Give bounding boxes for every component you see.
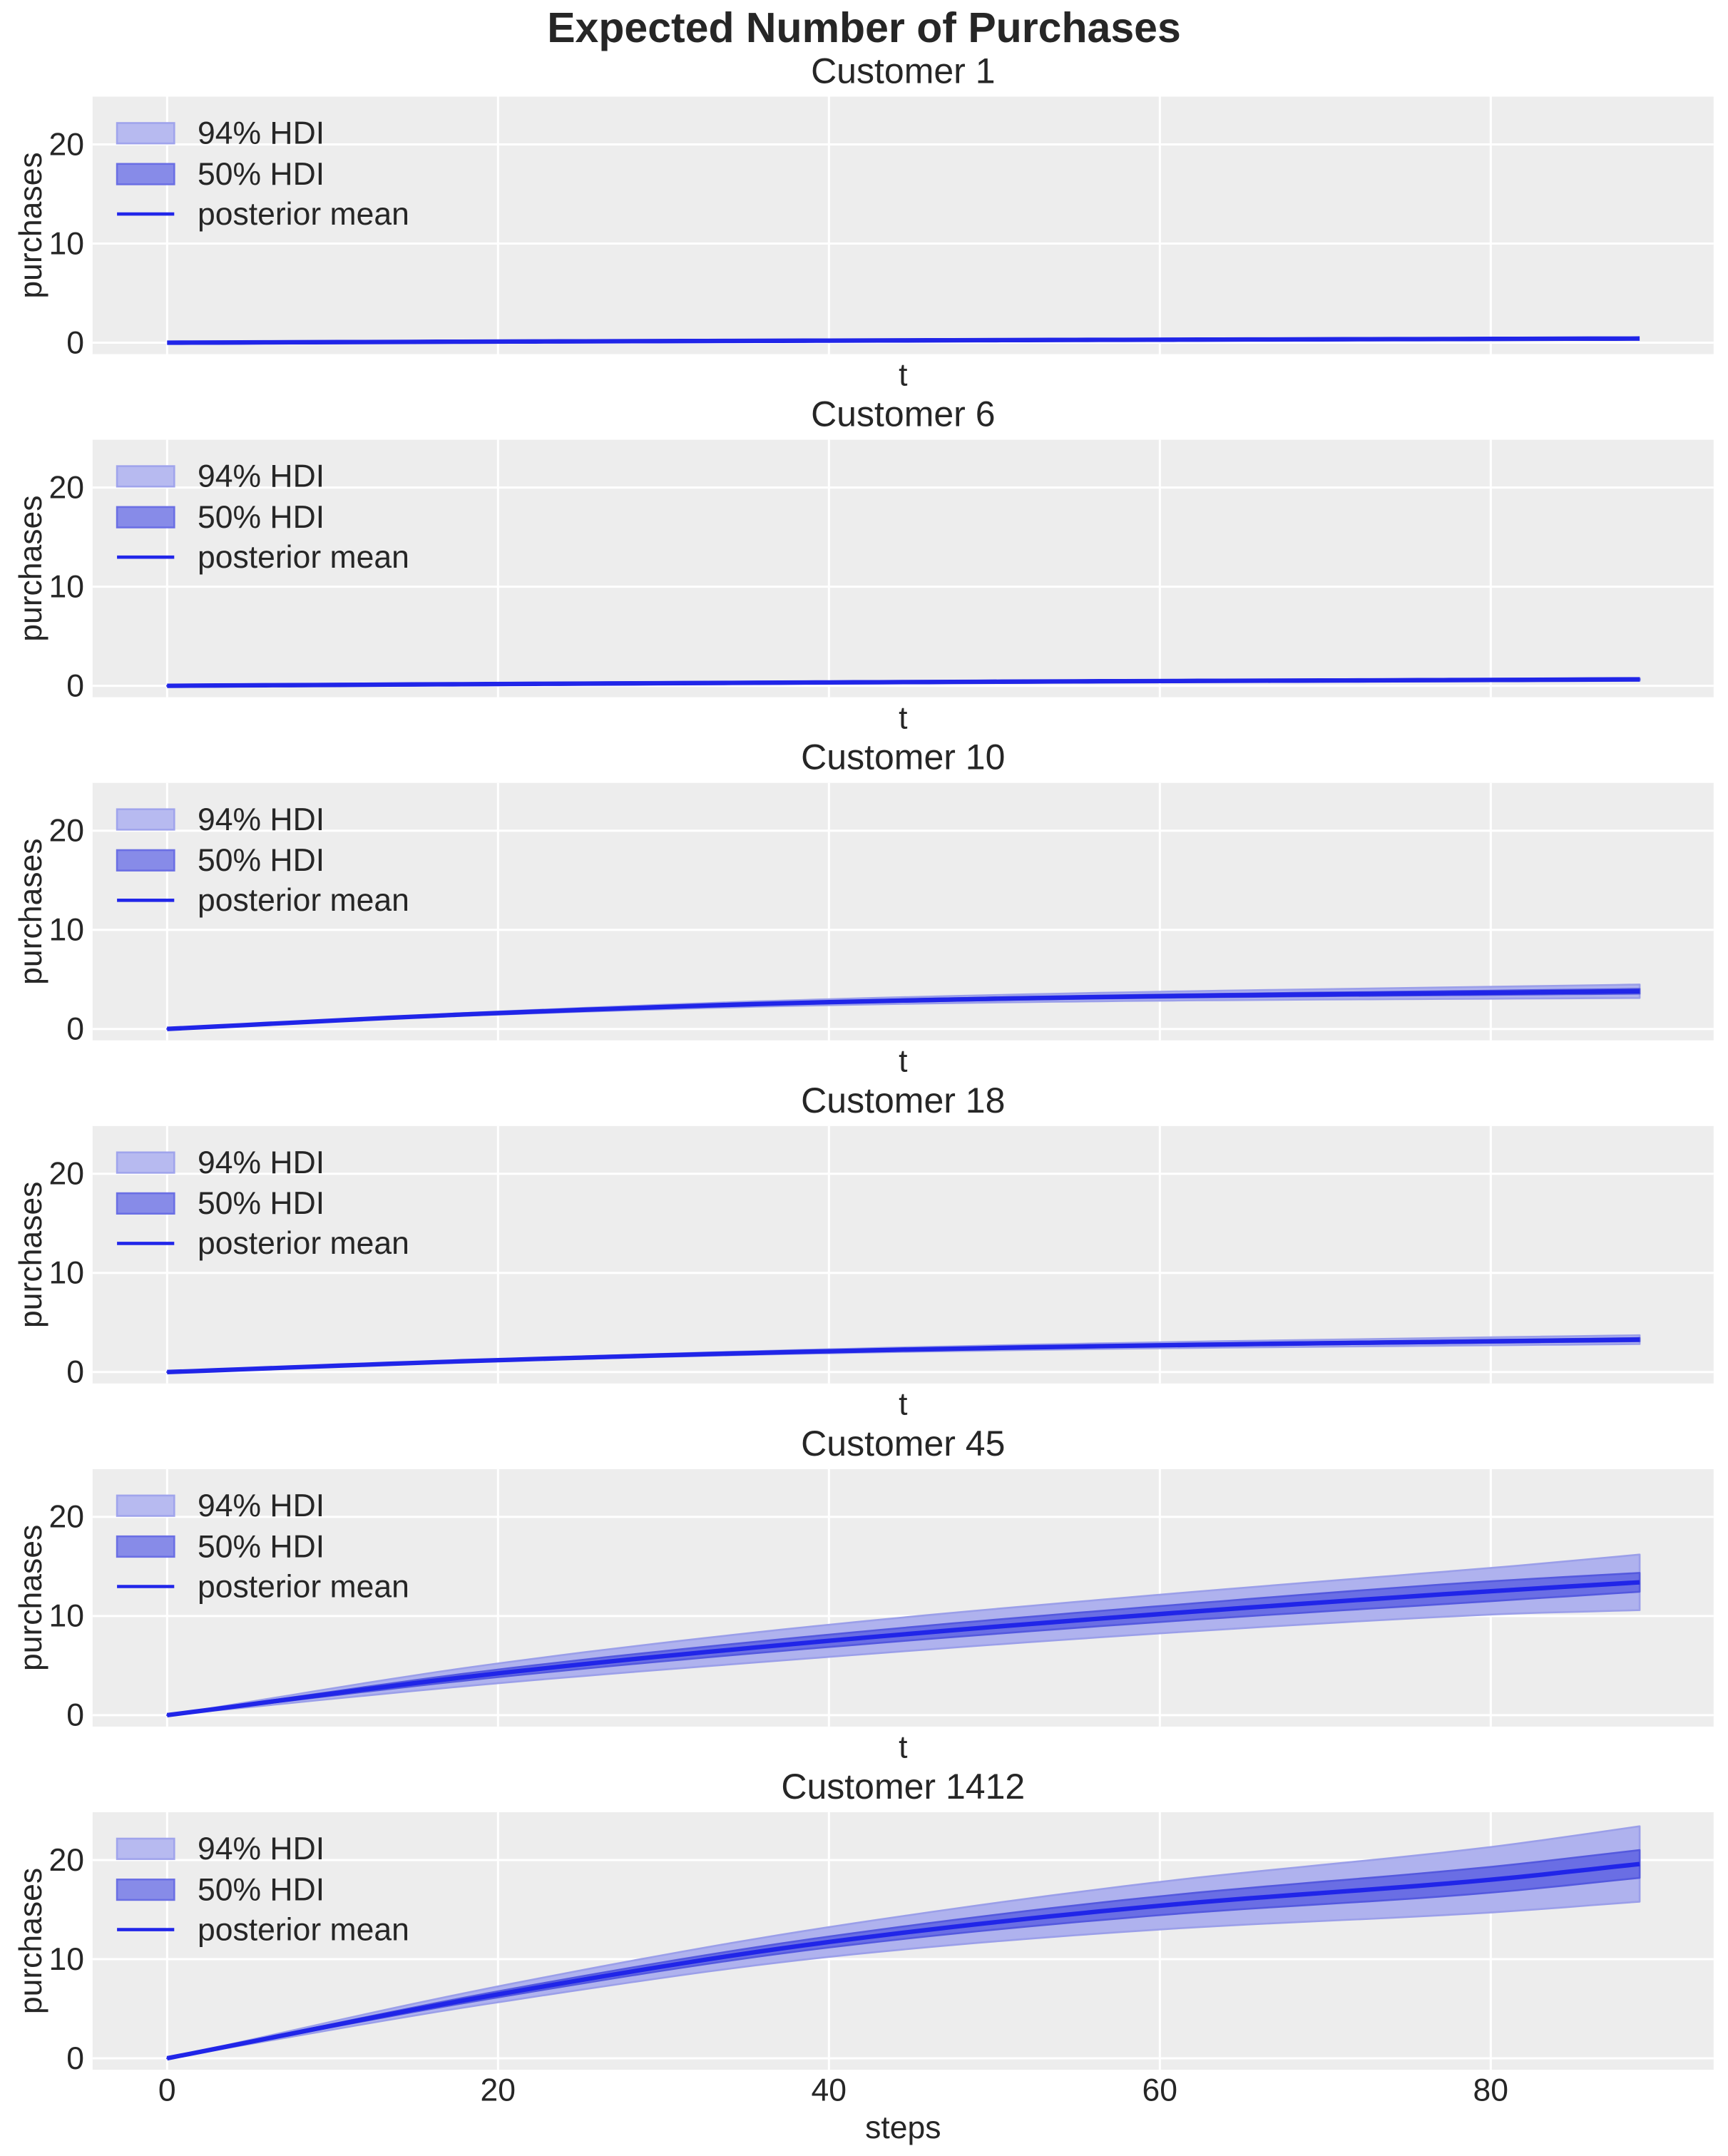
svg-text:posterior mean: posterior mean — [198, 540, 409, 575]
svg-text:0: 0 — [66, 2041, 84, 2076]
svg-text:0: 0 — [66, 1012, 84, 1047]
svg-text:50% HDI: 50% HDI — [198, 1529, 324, 1564]
svg-text:10: 10 — [49, 569, 85, 604]
svg-text:10: 10 — [49, 1256, 85, 1291]
svg-text:posterior mean: posterior mean — [198, 1226, 409, 1261]
svg-text:60: 60 — [1142, 2073, 1178, 2108]
svg-text:10: 10 — [49, 913, 85, 948]
svg-text:purchases: purchases — [14, 1525, 48, 1671]
svg-text:purchases: purchases — [14, 495, 48, 641]
svg-text:50% HDI: 50% HDI — [198, 1872, 324, 1907]
svg-text:posterior mean: posterior mean — [198, 1912, 409, 1947]
svg-text:50% HDI: 50% HDI — [198, 157, 324, 192]
svg-text:0: 0 — [66, 668, 84, 703]
svg-text:t: t — [899, 1730, 908, 1765]
svg-text:20: 20 — [49, 814, 85, 849]
svg-text:0: 0 — [66, 325, 84, 360]
svg-text:20: 20 — [49, 1157, 85, 1192]
svg-text:10: 10 — [49, 1599, 85, 1634]
svg-text:20: 20 — [49, 127, 85, 162]
svg-text:Customer 18: Customer 18 — [801, 1080, 1005, 1120]
svg-text:20: 20 — [49, 1500, 85, 1535]
svg-text:0: 0 — [158, 2073, 176, 2108]
svg-text:0: 0 — [66, 1355, 84, 1390]
svg-text:94% HDI: 94% HDI — [198, 116, 324, 151]
svg-text:Customer 45: Customer 45 — [801, 1424, 1005, 1463]
svg-text:posterior mean: posterior mean — [198, 883, 409, 918]
svg-text:40: 40 — [812, 2073, 847, 2108]
svg-text:t: t — [899, 700, 908, 735]
svg-text:20: 20 — [49, 470, 85, 505]
svg-text:50% HDI: 50% HDI — [198, 843, 324, 878]
svg-text:94% HDI: 94% HDI — [198, 1831, 324, 1866]
svg-text:t: t — [899, 1387, 908, 1422]
svg-text:94% HDI: 94% HDI — [198, 1145, 324, 1180]
svg-text:t: t — [899, 357, 908, 392]
svg-text:purchases: purchases — [14, 152, 48, 298]
svg-text:Customer 1: Customer 1 — [811, 51, 995, 91]
svg-text:94% HDI: 94% HDI — [198, 1488, 324, 1523]
svg-text:10: 10 — [49, 226, 85, 261]
svg-text:50% HDI: 50% HDI — [198, 500, 324, 535]
svg-text:t: t — [899, 1044, 908, 1079]
svg-text:Customer 1412: Customer 1412 — [781, 1767, 1025, 1807]
svg-text:Customer 6: Customer 6 — [811, 394, 995, 434]
svg-text:purchases: purchases — [14, 1868, 48, 2014]
svg-text:20: 20 — [49, 1843, 85, 1878]
svg-text:steps: steps — [865, 2110, 941, 2145]
svg-text:Customer 10: Customer 10 — [801, 737, 1005, 777]
svg-text:94% HDI: 94% HDI — [198, 802, 324, 837]
svg-text:50% HDI: 50% HDI — [198, 1186, 324, 1221]
svg-text:20: 20 — [481, 2073, 516, 2108]
svg-text:posterior mean: posterior mean — [198, 197, 409, 232]
svg-text:80: 80 — [1473, 2073, 1509, 2108]
svg-text:posterior mean: posterior mean — [198, 1569, 409, 1604]
svg-text:10: 10 — [49, 1942, 85, 1977]
svg-text:purchases: purchases — [14, 839, 48, 985]
svg-text:0: 0 — [66, 1698, 84, 1733]
svg-text:94% HDI: 94% HDI — [198, 459, 324, 494]
svg-text:purchases: purchases — [14, 1182, 48, 1328]
svg-text:Expected Number of Purchases: Expected Number of Purchases — [547, 4, 1181, 51]
